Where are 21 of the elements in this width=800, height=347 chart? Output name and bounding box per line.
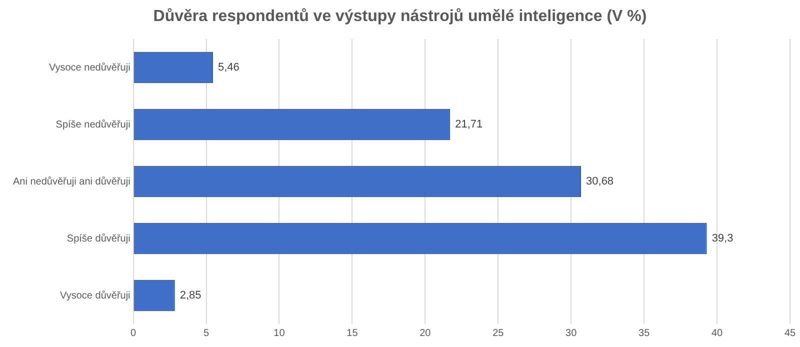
data-label: 39,3 xyxy=(712,232,734,245)
data-label: 5,46 xyxy=(218,62,240,74)
data-label: 2,85 xyxy=(180,290,202,302)
y-tick-label: Spíše důvěřuji xyxy=(66,232,130,244)
chart-title: Důvěra respondentů ve výstupy nástrojů umělé inteligence (V %) xyxy=(152,7,648,27)
x-tick-label: 15 xyxy=(346,328,358,339)
x-tick-label: 10 xyxy=(274,328,286,339)
x-tick-label: 0 xyxy=(130,328,137,339)
y-tick-label: Vysoce nedůvěřuji xyxy=(48,61,130,74)
x-tick-label: 35 xyxy=(638,328,650,339)
y-tick-label: Ani nedůvěřuji ani důvěřuji xyxy=(13,175,130,188)
x-tick-label: 5 xyxy=(203,328,210,339)
data-label: 21,71 xyxy=(455,118,483,131)
x-tick-label: 25 xyxy=(492,328,504,339)
y-tick-label: Vysoce důvěřuji xyxy=(60,289,130,302)
x-tick-label: 20 xyxy=(420,328,432,339)
x-tick-label: 40 xyxy=(711,328,724,339)
x-tick-label: 30 xyxy=(566,328,578,339)
x-tick-label: 45 xyxy=(784,328,796,339)
data-label: 30,68 xyxy=(586,176,614,188)
y-tick-label: Spíše nedůvěřuji xyxy=(56,118,130,130)
